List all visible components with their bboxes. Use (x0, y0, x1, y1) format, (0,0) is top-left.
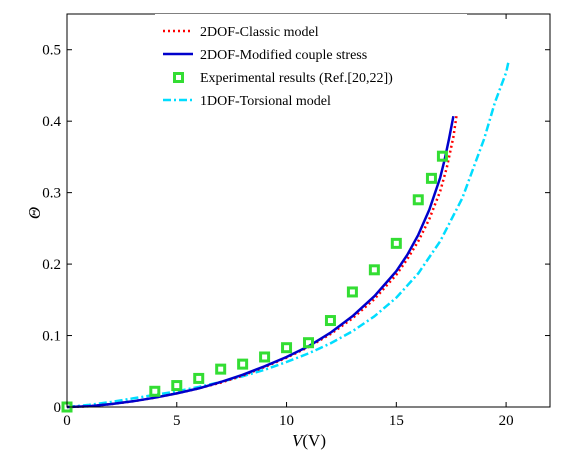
x-axis-label: V(V) (292, 431, 326, 450)
y-tick-label: 0.5 (42, 43, 61, 59)
data-point (368, 264, 380, 276)
legend-swatch-experimental (173, 72, 184, 83)
y-axis-label: Θ (25, 207, 44, 219)
data-point (346, 286, 358, 298)
data-point (259, 351, 271, 363)
data-point (193, 372, 205, 384)
ticks-layer: 0 5 10 15 20 0 0.1 0.2 0.3 0.4 0.5 (42, 14, 550, 429)
data-point (171, 380, 183, 392)
y-tick-label: 0 (54, 400, 62, 416)
data-point (425, 172, 437, 184)
y-tick-label: 0.3 (42, 186, 61, 202)
legend-label-classic: 2DOF-Classic model (200, 25, 319, 40)
series-experimental-results-ref-20-22 (61, 150, 448, 413)
legend-label-torsional: 1DOF-Torsional model (200, 94, 331, 109)
x-axis-label-var: V (292, 431, 305, 450)
legend-box (155, 14, 467, 116)
y-tick-label: 0.1 (42, 329, 61, 345)
series-1dof-torsional-model (66, 62, 510, 409)
legend-label-modified: 2DOF-Modified couple stress (200, 48, 367, 63)
data-point (303, 337, 314, 349)
x-tick-label: 5 (173, 413, 181, 429)
data-point (281, 342, 293, 354)
x-axis-label-unit: (V) (302, 431, 326, 450)
data-point (390, 237, 402, 249)
data-point (237, 358, 249, 370)
data-point (436, 150, 448, 162)
data-point (215, 363, 227, 375)
x-tick-label: 0 (63, 413, 71, 429)
series-layer (61, 62, 510, 413)
legend-label-experimental: Experimental results (Ref.[20,22]) (200, 71, 393, 86)
x-tick-label: 20 (499, 413, 514, 429)
x-tick-label: 15 (389, 413, 404, 429)
x-tick-label: 10 (279, 413, 294, 429)
y-tick-label: 0.4 (42, 114, 61, 130)
data-point (149, 385, 161, 397)
data-point (324, 315, 336, 327)
y-tick-label: 0.2 (42, 257, 61, 273)
data-point (412, 194, 424, 206)
legend: 2DOF-Classic model 2DOF-Modified couple … (155, 14, 467, 116)
